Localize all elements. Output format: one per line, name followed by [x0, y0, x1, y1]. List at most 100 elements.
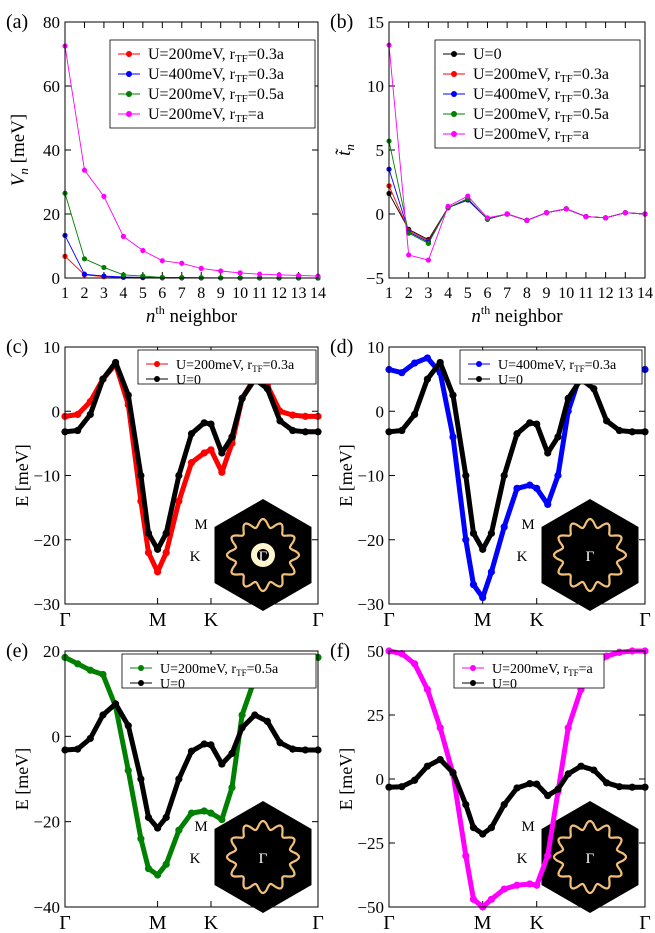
- legend-label-sub: TF: [235, 113, 248, 125]
- x-axis-label-rest: neighbor: [490, 306, 563, 327]
- y-tick-label: 60: [43, 77, 60, 96]
- y-tick-label: 10: [367, 338, 384, 357]
- series-line: [388, 140, 646, 245]
- data-point: [159, 274, 165, 280]
- legend-label-tail: =a: [248, 106, 264, 123]
- legend-label-sub: TF: [560, 73, 573, 85]
- y-tick-label: 5: [376, 141, 385, 160]
- legend-box: [137, 349, 317, 385]
- data-point: [543, 210, 550, 216]
- legend-label-main: U=200meV, r: [160, 662, 236, 677]
- data-point: [175, 471, 183, 480]
- panel-label: (f): [330, 640, 350, 662]
- x-tick-label: Γ: [59, 912, 71, 933]
- legend-swatch-marker: [451, 51, 457, 57]
- data-point: [513, 881, 521, 889]
- data-point: [479, 545, 487, 553]
- plot-frame: [64, 346, 319, 605]
- y-tick-label: 50: [367, 642, 384, 661]
- legend-entry: U=200meV, rTF=0.5a: [118, 86, 284, 105]
- data-point: [590, 766, 598, 774]
- data-point: [159, 258, 165, 264]
- x-tick-label: 3: [424, 285, 432, 302]
- data-point: [289, 426, 297, 435]
- inset-hexagon: [541, 801, 639, 913]
- data-point: [74, 745, 82, 753]
- legend-swatch-marker: [154, 376, 160, 382]
- legend-entry: U=200meV, rTF=0.3a: [146, 358, 295, 374]
- legend-label-main: U=400meV, r: [473, 86, 561, 103]
- data-point: [524, 217, 530, 223]
- x-axis-label: nth neighbor: [146, 303, 238, 327]
- data-point: [583, 213, 589, 220]
- legend-entry: U=200meV, rTF=a: [462, 662, 593, 678]
- x-tick-label: Γ: [639, 609, 651, 631]
- data-point: [554, 471, 562, 480]
- data-point: [207, 420, 215, 428]
- data-point: [513, 430, 521, 438]
- legend-label: U=200meV, rTF=0.3a: [176, 358, 295, 374]
- legend-entry: U=200meV, rTF=0.5a: [130, 662, 279, 678]
- legend-entry: U=0: [462, 677, 517, 692]
- data-point: [554, 433, 562, 441]
- data-point: [263, 385, 271, 393]
- data-point: [153, 824, 162, 832]
- data-point: [238, 711, 246, 719]
- y-tick-label: −40: [33, 898, 60, 917]
- data-point: [563, 206, 569, 212]
- inset-hexagon: [541, 499, 639, 611]
- inset-label-k: K: [190, 549, 201, 565]
- x-tick-label: 8: [197, 285, 205, 302]
- data-point: [81, 256, 88, 262]
- x-tick-label: M: [474, 912, 492, 933]
- data-point: [484, 215, 491, 221]
- y-tick-label: 25: [367, 706, 384, 725]
- data-point: [301, 428, 309, 436]
- data-point: [411, 359, 419, 367]
- data-point: [487, 529, 495, 537]
- x-tick-label: K: [529, 609, 544, 631]
- y-tick-label: 80: [43, 13, 60, 32]
- legend-swatch-marker: [126, 71, 132, 77]
- data-point: [218, 268, 224, 274]
- legend-entry: U=0: [468, 373, 523, 388]
- legend-label-sub: TF: [235, 53, 248, 65]
- data-point: [162, 813, 170, 822]
- y-tick-label: 15: [367, 13, 384, 32]
- y-tick-label: −20: [357, 531, 384, 550]
- x-tick-label: 1: [385, 285, 393, 302]
- inset-hexagon: [214, 499, 312, 611]
- data-point: [74, 426, 82, 435]
- data-point: [101, 264, 107, 271]
- data-point: [526, 880, 534, 888]
- legend-box: [459, 349, 643, 385]
- data-point: [469, 529, 478, 537]
- data-point: [449, 433, 457, 441]
- y-axis-label: t̃n: [334, 144, 357, 156]
- data-point: [590, 385, 598, 393]
- data-point: [544, 852, 552, 860]
- legend-entry: U=200meV, rTF=0.5a: [443, 106, 609, 125]
- data-point: [200, 419, 208, 427]
- x-tick-label: 11: [578, 285, 593, 302]
- legend-label-main: U=0: [160, 677, 185, 692]
- series: [62, 190, 321, 281]
- data-series: [61, 358, 322, 576]
- data-point: [436, 755, 444, 764]
- legend-label-main: U=200meV, r: [473, 126, 561, 143]
- legend: U=200meV, rTF=0.3aU=400meV, rTF=0.3aU=20…: [109, 39, 316, 129]
- data-point: [603, 417, 611, 425]
- legend-label-tail: =0.3a: [248, 46, 284, 63]
- data-point: [479, 830, 487, 838]
- y-tick-label: 0: [52, 269, 61, 288]
- series: [386, 138, 648, 247]
- data-point: [218, 468, 226, 476]
- data-point: [237, 270, 243, 276]
- data-point: [187, 809, 196, 817]
